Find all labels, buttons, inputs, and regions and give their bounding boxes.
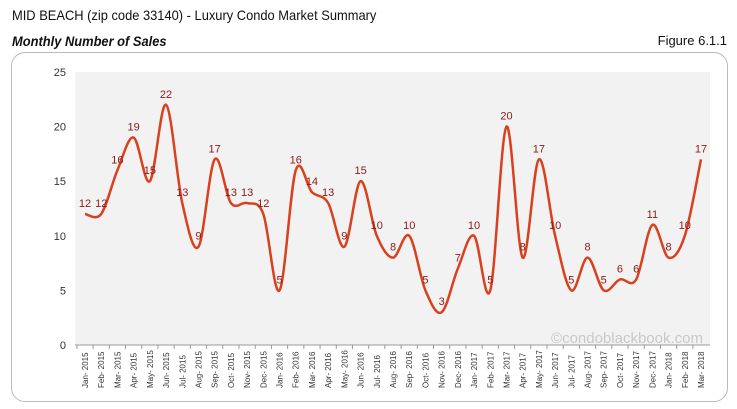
x-tick-label: May- 2016 xyxy=(340,350,349,388)
chart-subtitle: Monthly Number of Sales xyxy=(12,33,167,49)
x-tick-label: Feb- 2018 xyxy=(681,351,690,388)
x-tick-label: Apr- 2016 xyxy=(324,352,333,388)
data-label: 10 xyxy=(679,220,691,232)
x-tick-label: Dec- 2015 xyxy=(259,351,268,388)
x-tick-label: Jul- 2016 xyxy=(373,355,382,388)
data-label: 13 xyxy=(322,187,334,199)
x-tick-label: Oct- 2017 xyxy=(616,352,625,388)
x-tick-label: Jun- 2015 xyxy=(162,352,171,388)
x-tick-label: Jan- 2015 xyxy=(81,352,90,388)
data-label: 7 xyxy=(455,253,461,265)
x-tick-label: Oct- 2016 xyxy=(421,352,430,388)
x-tick-label: Nov- 2016 xyxy=(438,351,447,388)
report-title: MID BEACH (zip code 33140) - Luxury Cond… xyxy=(12,7,377,23)
x-tick-label: Nov- 2015 xyxy=(243,351,252,388)
y-tick-label: 10 xyxy=(54,231,66,243)
series-line xyxy=(84,103,703,315)
data-label: 15 xyxy=(354,165,366,177)
data-label: 22 xyxy=(160,89,172,101)
data-label: 8 xyxy=(666,242,672,254)
data-label: 5 xyxy=(276,274,282,286)
x-tick-label: Apr- 2015 xyxy=(130,352,139,388)
x-tick-label: Sep- 2017 xyxy=(600,351,609,388)
data-label: 14 xyxy=(306,176,318,188)
data-label: 16 xyxy=(290,154,302,166)
data-label: 6 xyxy=(633,263,639,275)
data-label: 16 xyxy=(111,154,123,166)
data-label: 12 xyxy=(257,198,269,210)
data-label: 10 xyxy=(371,220,383,232)
x-tick-label: Jan- 2016 xyxy=(276,352,285,388)
x-tick-label: Jan- 2017 xyxy=(470,352,479,388)
chart-frame xyxy=(11,52,728,402)
y-tick-label: 15 xyxy=(54,176,66,188)
x-tick-label: Mar- 2018 xyxy=(697,351,706,388)
data-label: 15 xyxy=(144,165,156,177)
x-tick-label: Nov- 2017 xyxy=(632,351,641,388)
data-label: 8 xyxy=(584,242,590,254)
x-tick-label: Feb- 2015 xyxy=(97,351,106,388)
x-tick-label: Aug- 2016 xyxy=(389,351,398,388)
data-label: 10 xyxy=(468,220,480,232)
x-tick-label: Oct- 2015 xyxy=(227,352,236,388)
x-tick-label: Jan- 2018 xyxy=(665,352,674,388)
data-label: 5 xyxy=(601,274,607,286)
data-label: 8 xyxy=(390,242,396,254)
data-label: 9 xyxy=(195,231,201,243)
y-tick-label: 25 xyxy=(54,67,66,79)
data-label: 13 xyxy=(176,187,188,199)
y-tick-label: 0 xyxy=(60,340,66,352)
x-tick-label: Aug- 2017 xyxy=(584,351,593,388)
x-tick-label: Mar- 2016 xyxy=(308,351,317,388)
x-tick-label: Feb- 2016 xyxy=(292,351,301,388)
data-label: 3 xyxy=(439,296,445,308)
data-label: 12 xyxy=(95,198,107,210)
figure-number: Figure 6.1.1 xyxy=(657,33,727,48)
y-tick-label: 20 xyxy=(54,122,66,134)
x-tick-label: Jun- 2017 xyxy=(551,352,560,388)
watermark: ©condoblackbook.com xyxy=(551,330,703,347)
data-label: 19 xyxy=(128,122,140,134)
data-label: 10 xyxy=(403,220,415,232)
data-label: 11 xyxy=(647,209,658,221)
data-label: 13 xyxy=(225,187,237,199)
data-label: 17 xyxy=(209,143,221,155)
x-tick-label: Mar- 2015 xyxy=(113,351,122,388)
x-tick-label: May- 2017 xyxy=(535,350,544,388)
x-tick-label: Aug- 2015 xyxy=(194,351,203,388)
x-tick-label: Sep- 2015 xyxy=(211,351,220,388)
x-tick-label: Sep- 2016 xyxy=(405,351,414,388)
x-tick-label: May- 2015 xyxy=(146,350,155,388)
data-label: 12 xyxy=(79,198,91,210)
data-label: 20 xyxy=(500,111,512,123)
data-label: 5 xyxy=(487,274,493,286)
data-label: 8 xyxy=(520,242,526,254)
x-tick-label: Feb- 2017 xyxy=(486,351,495,388)
x-tick-label: Dec- 2016 xyxy=(454,351,463,388)
data-label: 17 xyxy=(695,143,707,155)
plot-area xyxy=(75,72,710,345)
x-tick-label: Jul- 2015 xyxy=(178,355,187,388)
x-tick-label: Jun- 2016 xyxy=(357,352,366,388)
x-tick-label: Mar- 2017 xyxy=(502,351,511,388)
data-label: 6 xyxy=(617,263,623,275)
data-label: 5 xyxy=(568,274,574,286)
data-label: 13 xyxy=(241,187,253,199)
x-tick-label: Dec- 2017 xyxy=(648,351,657,388)
y-tick-label: 5 xyxy=(60,285,66,297)
data-label: 5 xyxy=(422,274,428,286)
data-label: 10 xyxy=(549,220,561,232)
data-label: 9 xyxy=(341,231,347,243)
x-tick-label: Apr- 2017 xyxy=(519,352,528,388)
x-tick-label: Jul- 2017 xyxy=(567,355,576,388)
data-label: 17 xyxy=(533,143,545,155)
